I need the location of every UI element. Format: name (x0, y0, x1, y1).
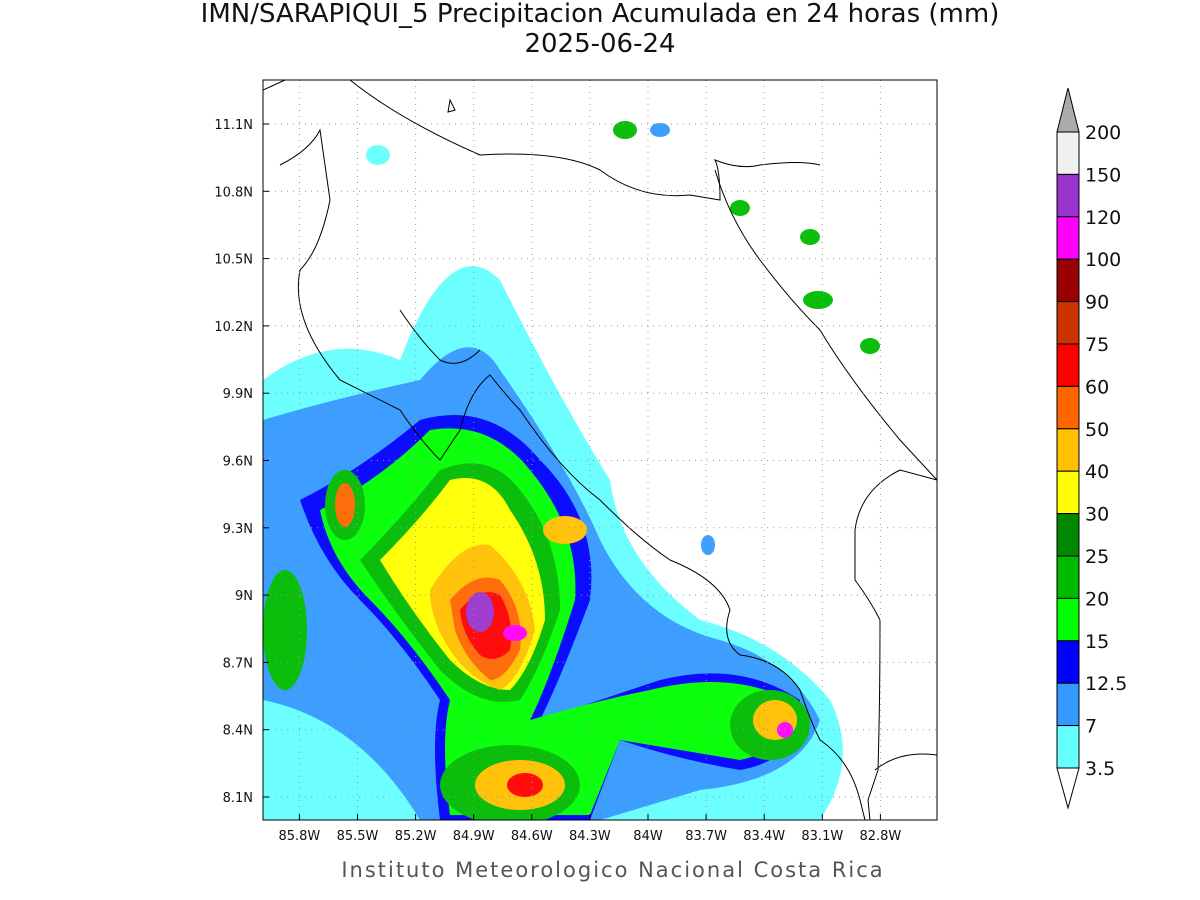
colorbar-swatch (1056, 385, 1080, 430)
y-tick-label: 8.1N (223, 791, 253, 806)
colorbar-swatch (1056, 216, 1080, 260)
colorbar-swatch (1056, 725, 1080, 769)
colorbar-label: 40 (1085, 461, 1109, 483)
colorbar-arrow-bottom (1056, 767, 1080, 810)
x-tick-label: 83.7W (685, 829, 727, 844)
x-tick-label: 84.3W (569, 829, 611, 844)
colorbar-label: 30 (1085, 504, 1109, 526)
colorbar-swatch (1056, 555, 1080, 599)
x-tick-label: 84W (633, 829, 663, 844)
colorbar-swatch (1056, 513, 1080, 557)
colorbar-swatch (1056, 301, 1080, 345)
colorbar-label: 20 (1085, 588, 1109, 610)
x-tick-label: 85.2W (395, 829, 437, 844)
colorbar: 200 150 120 100 90 75 60 50 40 30 25 20 15 12.5 7 3.5 (1056, 87, 1127, 810)
colorbar-label: 3.5 (1085, 758, 1115, 780)
colorbar-label: 25 (1085, 546, 1109, 568)
colorbar-label: 12.5 (1085, 673, 1127, 695)
x-tick-label: 84.9W (453, 829, 495, 844)
colorbar-swatch (1056, 428, 1080, 472)
y-tick-label: 10.5N (214, 253, 253, 268)
x-tick-label: 84.6W (511, 829, 553, 844)
colorbar-swatch (1056, 597, 1080, 642)
map-frame (262, 79, 938, 821)
colorbar-swatch (1056, 131, 1080, 175)
y-tick-label: 9N (235, 589, 253, 604)
colorbar-label: 150 (1085, 164, 1121, 186)
colorbar-swatch (1056, 173, 1080, 218)
x-tick-label: 85.8W (278, 829, 320, 844)
colorbar-arrow-top (1056, 87, 1080, 133)
colorbar-swatch (1056, 258, 1080, 303)
colorbar-swatch (1056, 682, 1080, 727)
y-tick-label: 8.7N (223, 656, 253, 671)
precip-field (263, 80, 937, 820)
y-tick-label: 9.3N (223, 522, 253, 537)
subtitle: 2025-06-24 (524, 29, 675, 59)
y-tick-label: 8.4N (223, 724, 253, 739)
colorbar-label: 7 (1085, 716, 1097, 738)
colorbar-swatch (1056, 640, 1080, 684)
x-tick-label: 83.4W (743, 829, 785, 844)
colorbar-swatch (1056, 343, 1080, 387)
colorbar-label: 200 (1085, 122, 1121, 144)
y-tick-label: 10.8N (214, 185, 253, 200)
y-tick-label: 10.2N (214, 320, 253, 335)
colorbar-swatch (1056, 470, 1080, 515)
title: IMN/SARAPIQUI_5 Precipitacion Acumulada … (201, 0, 1000, 29)
y-tick-label: 9.9N (223, 387, 253, 402)
y-tick-label: 11.1N (214, 118, 253, 133)
colorbar-label: 100 (1085, 249, 1121, 271)
colorbar-label: 75 (1085, 334, 1109, 356)
colorbar-label: 15 (1085, 631, 1109, 653)
colorbar-label: 120 (1085, 207, 1121, 229)
colorbar-label: 60 (1085, 376, 1109, 398)
x-tick-label: 83.1W (801, 829, 843, 844)
colorbar-label: 90 (1085, 292, 1109, 314)
colorbar-label: 50 (1085, 419, 1109, 441)
footer: Instituto Meteorologico Nacional Costa R… (341, 858, 884, 882)
y-tick-label: 9.6N (223, 455, 253, 470)
x-tick-label: 85.5W (337, 829, 379, 844)
graticule: 85.8W 85.5W 85.2W 84.9W 84.6W 84.3W 84W 83.7W 83… (214, 80, 937, 844)
x-tick-label: 82.8W (859, 829, 901, 844)
